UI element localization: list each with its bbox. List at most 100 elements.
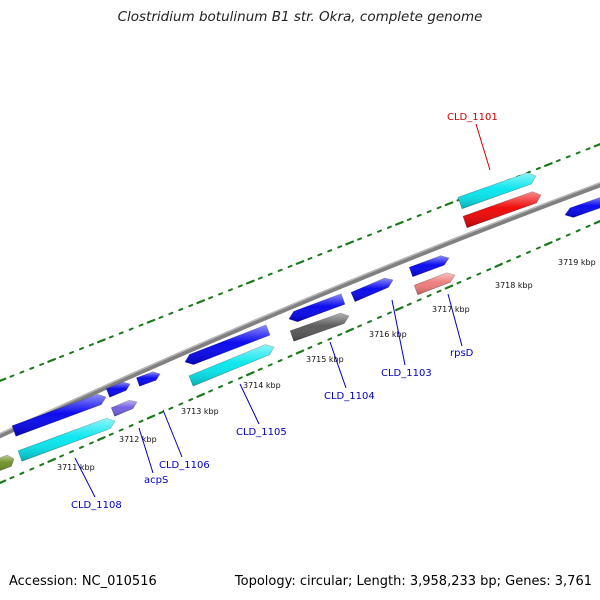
outer-tick-minor (178, 307, 184, 312)
outer-tick-minor (29, 366, 35, 370)
inner-tick-minor (88, 441, 94, 445)
genome-stats: Topology: circular; Length: 3,958,233 bp… (234, 574, 592, 589)
gene-label: acpS (144, 475, 168, 486)
outer-tick-minor (267, 272, 273, 276)
inner-tick-minor (128, 424, 134, 428)
inner-tick-minor (357, 324, 363, 328)
gene-features (0, 172, 600, 471)
inner-tick-minor (118, 428, 124, 432)
outer-tick-minor (436, 206, 442, 210)
inner-tick-minor (29, 467, 35, 471)
outer-tick-major (47, 358, 57, 363)
tick-label: 3715 kbp (306, 355, 344, 364)
inner-tick-minor (456, 281, 462, 285)
inner-tick-minor (19, 471, 25, 475)
inner-tick-major (97, 436, 106, 442)
leader-line (329, 341, 347, 389)
inner-tick-minor (516, 255, 521, 259)
inner-tick-minor (277, 359, 283, 363)
gene-cld-1105-shade (188, 344, 274, 387)
inner-tick-minor (535, 246, 541, 250)
inner-tick-minor (237, 376, 243, 380)
inner-tick-major (593, 219, 600, 225)
outer-tick-minor (386, 225, 392, 229)
outer-tick-minor (406, 217, 412, 222)
inner-tick-minor (168, 406, 174, 410)
inner-tick-minor (178, 402, 184, 406)
outer-tick-major (0, 377, 7, 382)
inner-tick-minor (79, 445, 84, 449)
gene-label: CLD_1103 (381, 368, 432, 379)
inner-tick-major (494, 262, 503, 268)
outer-tick-major (345, 240, 355, 246)
tick-label: 3718 kbp (495, 281, 533, 290)
tick-label: 3712 kbp (119, 435, 157, 444)
inner-tick-minor (386, 311, 392, 315)
outer-tick-major (295, 260, 305, 265)
tick-labels: 3711 kbp 3712 kbp 3713 kbp 3714 kbp 3715 kbp… (57, 258, 596, 472)
outer-tick-major (146, 318, 156, 324)
outer-tick-minor (575, 151, 581, 155)
outer-tick-major (543, 162, 553, 167)
outer-tick-minor (188, 303, 194, 308)
outer-tick-minor (118, 331, 124, 335)
outer-tick-major (394, 220, 404, 226)
inner-tick-minor (555, 237, 561, 241)
inner-tick-major (295, 349, 305, 355)
inner-tick-minor (406, 302, 412, 306)
gene-acps-shade (111, 400, 137, 417)
outer-tick-minor (585, 147, 591, 151)
gene-label: rpsD (450, 348, 474, 359)
inner-tick-minor (188, 398, 194, 402)
leader-line (391, 299, 406, 366)
inner-tick-minor (486, 268, 492, 272)
gene-cld-1104-top-shade (289, 293, 345, 322)
gene-cld-1106-top-shade (106, 382, 130, 398)
outer-tick-major (245, 279, 255, 285)
gene-rpsd-shade (414, 272, 455, 295)
inner-tick-minor (59, 454, 65, 458)
gene-label: CLD_1106 (159, 460, 210, 471)
inner-tick-major (196, 392, 205, 398)
gene-label: CLD_1104 (324, 391, 375, 402)
inner-tick-major (0, 479, 7, 485)
outer-tick-minor (426, 209, 432, 214)
inner-tick-minor (208, 389, 214, 393)
inner-tick-ring (0, 219, 600, 485)
inner-tick-minor (327, 337, 333, 341)
inner-tick-minor (218, 385, 223, 389)
outer-tick-minor (376, 229, 382, 233)
tick-label: 3719 kbp (558, 258, 596, 267)
gene-label: CLD_1101 (447, 112, 498, 123)
inner-tick-minor (9, 476, 15, 480)
outer-tick-minor (9, 374, 15, 378)
outer-tick-minor (327, 249, 333, 253)
inner-tick-minor (585, 224, 591, 228)
inner-tick-major (544, 241, 553, 247)
outer-tick-minor (158, 315, 164, 319)
inner-tick-major (444, 284, 454, 290)
inner-tick-minor (367, 320, 372, 324)
inner-tick-minor (307, 346, 313, 350)
inner-tick-minor (69, 450, 74, 454)
gene-cld-1101-top-shade (458, 172, 536, 209)
leader-line (162, 409, 183, 458)
inner-tick-minor (575, 229, 581, 233)
outer-tick-minor (277, 268, 283, 272)
label-leader-lines (74, 123, 491, 498)
outer-tick-minor (168, 311, 174, 316)
outer-tick-minor (108, 335, 114, 339)
gene-cld-1108-track-shade (12, 394, 107, 437)
inner-tick-minor (526, 250, 531, 254)
outer-tick-minor (317, 253, 323, 257)
outer-tick-minor (218, 292, 224, 296)
tick-label: 3717 kbp (432, 305, 470, 314)
outer-tick-minor (128, 327, 134, 331)
gene-cld-1101-shade (463, 191, 541, 228)
tick-label: 3711 kbp (57, 463, 95, 472)
outer-tick-minor (59, 354, 65, 359)
outer-tick-major (96, 338, 106, 344)
gene-cld-1106-shade (136, 371, 160, 387)
inner-tick-minor (565, 233, 571, 237)
outer-tick-minor (208, 296, 214, 300)
